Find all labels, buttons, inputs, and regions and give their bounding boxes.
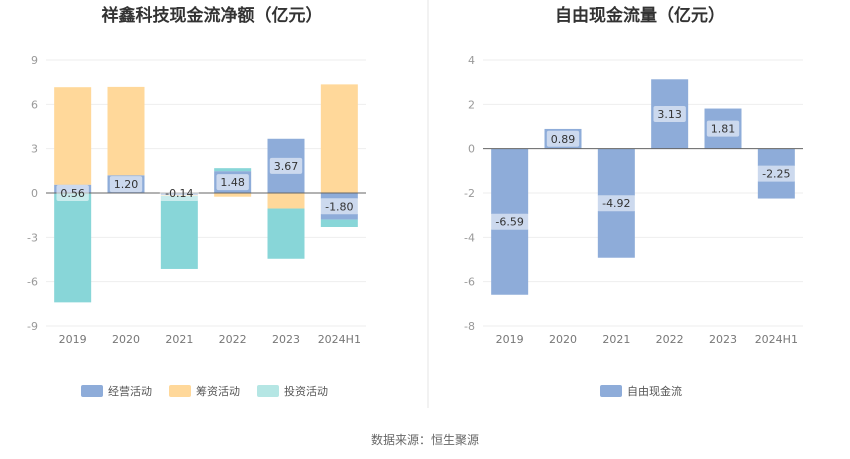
left-x-axis: 2019 2020 2021 2022 2023 2024H1 bbox=[59, 333, 361, 346]
y-tick-label: -8 bbox=[464, 320, 475, 333]
bar-financing-2019[interactable] bbox=[54, 87, 92, 185]
legend-swatch[interactable] bbox=[81, 385, 103, 397]
bar-financing-2023[interactable] bbox=[267, 193, 305, 209]
cash-flow-net-chart: 祥鑫科技现金流净额（亿元） 9 6 3 0 -3 -6 -9 0.56 1.20 -0.14 1.… bbox=[27, 5, 366, 398]
data-label-2020-bg bbox=[546, 130, 580, 147]
data-label-2023: 3.67 bbox=[274, 160, 299, 173]
y-tick-label: 0 bbox=[31, 187, 38, 200]
bar-financing-2024H1[interactable] bbox=[320, 84, 358, 193]
legend-label[interactable]: 投资活动 bbox=[284, 384, 328, 398]
legend-label[interactable]: 自由现金流 bbox=[627, 384, 682, 398]
data-label-2019: 0.56 bbox=[60, 187, 85, 200]
data-label-2023: 1.81 bbox=[711, 123, 736, 136]
right-gridlines bbox=[483, 59, 803, 327]
data-label-2021: -4.92 bbox=[602, 197, 630, 210]
x-tick-label: 2020 bbox=[112, 333, 140, 346]
data-label-2022: 1.48 bbox=[220, 176, 245, 189]
x-tick-label: 2019 bbox=[59, 333, 87, 346]
bar-investing-2022[interactable] bbox=[214, 168, 252, 172]
data-label-2020: 0.89 bbox=[551, 133, 576, 146]
bar-financing-2022[interactable] bbox=[214, 193, 252, 197]
legend-label[interactable]: 经营活动 bbox=[108, 384, 152, 398]
free-cash-flow-chart: 自由现金流量（亿元） 4 2 0 -2 -4 -6 -8 -6.59 0.89 -4.92 3.1… bbox=[464, 5, 803, 398]
left-bars bbox=[54, 84, 358, 303]
data-label-2021: -0.14 bbox=[165, 187, 193, 200]
chart-title-left: 祥鑫科技现金流净额（亿元） bbox=[102, 5, 323, 26]
x-tick-label: 2022 bbox=[656, 333, 684, 346]
bar-investing-2019[interactable] bbox=[54, 193, 92, 303]
source-note: 数据来源：恒生聚源 bbox=[370, 433, 479, 447]
data-label-2021-bg bbox=[596, 195, 636, 212]
legend-swatch[interactable] bbox=[600, 385, 622, 397]
x-tick-label: 2019 bbox=[496, 333, 524, 346]
legend-swatch[interactable] bbox=[169, 385, 191, 397]
data-label-2023-bg bbox=[269, 157, 303, 174]
data-label-2020: 1.20 bbox=[114, 178, 139, 191]
x-tick-label: 2021 bbox=[602, 333, 630, 346]
data-label-2024H1: -1.80 bbox=[325, 200, 353, 213]
x-tick-label: 2022 bbox=[219, 333, 247, 346]
legend-label[interactable]: 筹资活动 bbox=[196, 384, 240, 398]
data-label-2024H1-bg bbox=[756, 165, 796, 182]
left-y-axis: 9 6 3 0 -3 -6 -9 bbox=[27, 54, 38, 333]
y-tick-label: -6 bbox=[464, 276, 475, 289]
data-label-2022-bg bbox=[216, 174, 249, 191]
data-label-2023-bg bbox=[706, 120, 740, 137]
data-label-2019: -6.59 bbox=[495, 216, 523, 229]
legend-swatch[interactable] bbox=[257, 385, 279, 397]
x-tick-label: 2024H1 bbox=[318, 333, 361, 346]
y-tick-label: 6 bbox=[31, 98, 38, 111]
chart-title-right: 自由现金流量（亿元） bbox=[555, 5, 725, 26]
y-tick-label: -2 bbox=[464, 187, 475, 200]
y-tick-label: -3 bbox=[27, 231, 38, 244]
y-tick-label: -4 bbox=[464, 231, 475, 244]
y-tick-label: 3 bbox=[31, 143, 38, 156]
data-label-2022-bg bbox=[653, 105, 686, 122]
right-bars bbox=[491, 79, 795, 295]
data-label-2020-bg bbox=[109, 176, 143, 193]
right-y-axis: 4 2 0 -2 -4 -6 -8 bbox=[464, 54, 475, 333]
y-tick-label: 0 bbox=[468, 143, 475, 156]
left-legend[interactable]: 经营活动 筹资活动 投资活动 bbox=[81, 384, 328, 398]
data-label-2019-bg bbox=[490, 213, 530, 230]
data-label-2019-bg bbox=[56, 185, 89, 201]
right-data-labels: -6.59 0.89 -4.92 3.13 1.81 -2.25 bbox=[490, 105, 796, 230]
bar-investing-2023[interactable] bbox=[267, 208, 305, 259]
data-label-2024H1-bg bbox=[319, 198, 359, 215]
x-tick-label: 2024H1 bbox=[755, 333, 798, 346]
data-label-2022: 3.13 bbox=[657, 108, 682, 121]
left-data-labels: 0.56 1.20 -0.14 1.48 3.67 -1.80 bbox=[56, 157, 359, 215]
y-tick-label: 9 bbox=[31, 54, 38, 67]
y-tick-label: -6 bbox=[27, 276, 38, 289]
y-tick-label: -9 bbox=[27, 320, 38, 333]
right-legend[interactable]: 自由现金流 bbox=[600, 384, 682, 398]
x-tick-label: 2023 bbox=[709, 333, 737, 346]
bar-investing-2024H1[interactable] bbox=[320, 219, 358, 227]
x-tick-label: 2021 bbox=[165, 333, 193, 346]
y-tick-label: 2 bbox=[468, 98, 475, 111]
bar-investing-2021[interactable] bbox=[160, 195, 198, 269]
y-tick-label: 4 bbox=[468, 54, 475, 67]
right-x-axis: 2019 2020 2021 2022 2023 2024H1 bbox=[496, 333, 798, 346]
data-label-2024H1: -2.25 bbox=[762, 168, 790, 181]
x-tick-label: 2023 bbox=[272, 333, 300, 346]
bar-financing-2020[interactable] bbox=[107, 86, 145, 176]
data-label-2021-bg bbox=[159, 185, 199, 201]
x-tick-label: 2020 bbox=[549, 333, 577, 346]
